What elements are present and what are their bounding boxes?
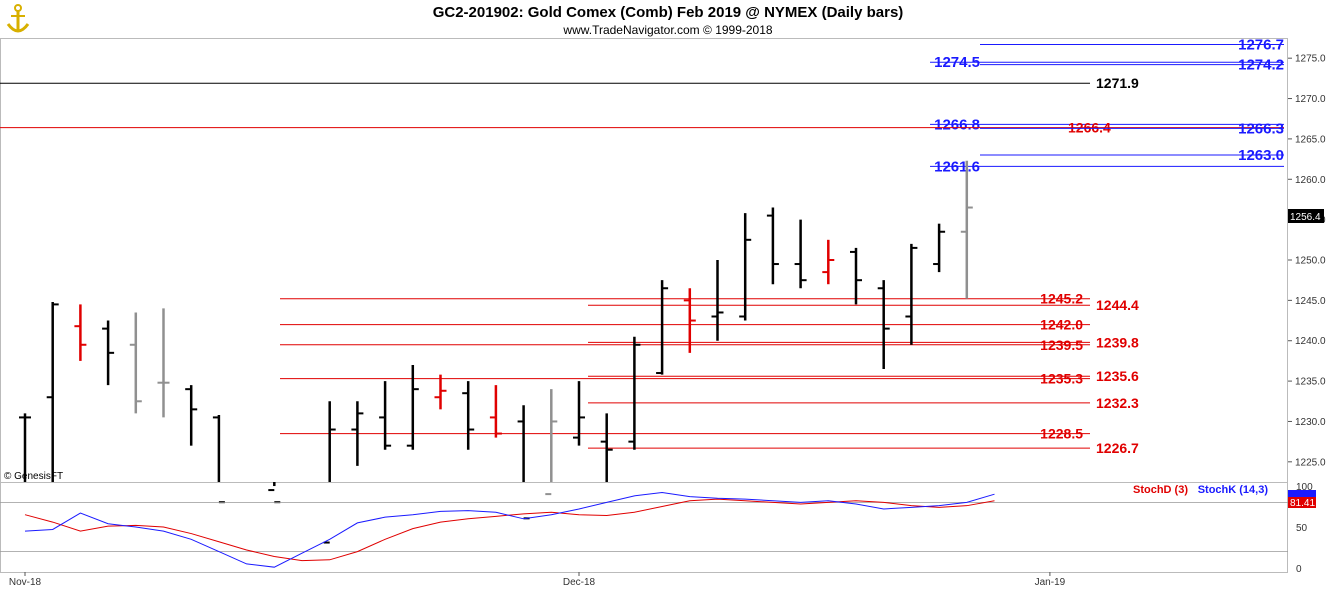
watermark: © GenesisFT (4, 471, 63, 482)
price-tick-label: 1270.0 (1295, 94, 1326, 105)
level-label: 1232.3 (1096, 395, 1139, 411)
price-tick-label: 1250.0 (1295, 256, 1326, 267)
stoch-d-badge (1288, 497, 1316, 508)
level-label: 1271.9 (1096, 75, 1139, 91)
level-label: 1263.0 (1238, 147, 1284, 164)
level-label: 1261.6 (934, 158, 980, 175)
ohlc-bar (157, 308, 170, 418)
level-label: 1266.4 (1068, 120, 1111, 136)
ohlc-bar (766, 207, 779, 285)
ohlc-bar (489, 385, 502, 438)
ohlc-bar (323, 401, 336, 544)
price-tick-label: 1240.0 (1295, 336, 1326, 347)
price-tick-label: 1235.0 (1295, 377, 1326, 388)
ohlc-bar (46, 301, 59, 482)
level-label: 1235.6 (1096, 368, 1139, 384)
level-label: 1235.3 (1040, 371, 1083, 387)
ohlc-bar (74, 304, 87, 361)
price-panel-frame (0, 38, 1288, 483)
ohlc-bar (434, 374, 447, 410)
level-label: 1266.3 (1238, 120, 1284, 137)
stochastic-panel: 0 50 100 81.41 (0, 482, 1316, 575)
ohlc-bar (102, 320, 115, 386)
price-tick-label: 1275.0 (1295, 54, 1326, 65)
chart-title: GC2-201902: Gold Comex (Comb) Feb 2019 @… (433, 4, 904, 21)
last-price-badge (1288, 209, 1324, 223)
ohlc-bar (739, 213, 752, 321)
level-label: 1226.7 (1096, 440, 1139, 456)
level-label: 1276.7 (1238, 36, 1284, 53)
ohlc-bar (19, 413, 31, 482)
date-tick-label: Dec-18 (563, 577, 596, 588)
ohlc-bar (656, 280, 669, 375)
date-axis: Nov-18 Dec-18 Jan-19 (9, 572, 1066, 588)
ohlc-bar (185, 385, 198, 446)
stoch-last-label: 81.41 (1290, 498, 1315, 509)
ohlc-bar (379, 381, 392, 450)
ohlc-bar (129, 312, 142, 414)
date-tick-label: Jan-19 (1035, 577, 1066, 588)
date-tick-label: Nov-18 (9, 577, 42, 588)
level-label: 1266.8 (934, 116, 980, 133)
ohlc-bar (822, 239, 835, 285)
ohlc-bar (794, 219, 807, 289)
ohlc-bar (573, 381, 585, 446)
ohlc-bar (517, 405, 530, 520)
level-label: 1242.0 (1040, 317, 1083, 333)
anchor-logo-icon (6, 4, 30, 33)
price-tick-label: 1260.0 (1295, 175, 1326, 186)
price-tick-label: 1265.0 (1295, 134, 1326, 145)
ohlc-bar (711, 260, 724, 341)
ohlc-bar (212, 414, 225, 504)
chart-subtitle: www.TradeNavigator.com © 1999-2018 (562, 23, 772, 37)
ohlc-bar (933, 223, 946, 273)
stoch-tick-label: 100 (1296, 482, 1313, 493)
price-tick-label: 1245.0 (1295, 296, 1326, 307)
ohlc-bar (545, 389, 558, 496)
ohlc-bar (877, 280, 890, 369)
level-label: 1274.2 (1238, 57, 1284, 74)
ohlc-bar (905, 243, 918, 345)
ohlc-bar (268, 482, 281, 504)
price-axis: 1225.01230.01235.01240.01245.01250.01255… (1288, 54, 1326, 468)
ohlc-bar (600, 413, 613, 482)
level-label: 1245.2 (1040, 291, 1083, 307)
price-tick-label: 1230.0 (1295, 417, 1326, 428)
ohlc-bar (850, 247, 862, 305)
ohlc-bar (406, 364, 419, 450)
level-label: 1239.5 (1040, 337, 1083, 353)
stochd-legend: StochD (3) (1133, 484, 1188, 496)
stoch-tick-label: 50 (1296, 523, 1308, 534)
ohlc-bar (351, 401, 364, 466)
stoch-k-badge (1288, 490, 1316, 497)
ohlc-bar (960, 160, 973, 299)
stochk-legend: StochK (14,3) (1198, 484, 1269, 496)
level-label: 1228.5 (1040, 426, 1083, 442)
stoch-tick-label: 0 (1296, 564, 1302, 575)
price-tick-label: 1225.0 (1295, 457, 1326, 468)
ohlc-bar (683, 288, 696, 353)
level-lines: 1276.7 1274.5 1274.2 1271.9 1266.8 1266.4 1266… (0, 36, 1284, 456)
ohlc-bar (462, 381, 475, 450)
level-label: 1239.8 (1096, 334, 1139, 350)
ohlc-bars (19, 160, 973, 544)
stoch-series-line (24, 492, 995, 568)
last-price-label: 1256.4 (1290, 212, 1321, 223)
ohlc-bar (628, 336, 641, 450)
level-label: 1274.5 (934, 54, 980, 71)
level-label: 1244.4 (1096, 297, 1139, 313)
stoch-panel-frame (0, 482, 1288, 573)
